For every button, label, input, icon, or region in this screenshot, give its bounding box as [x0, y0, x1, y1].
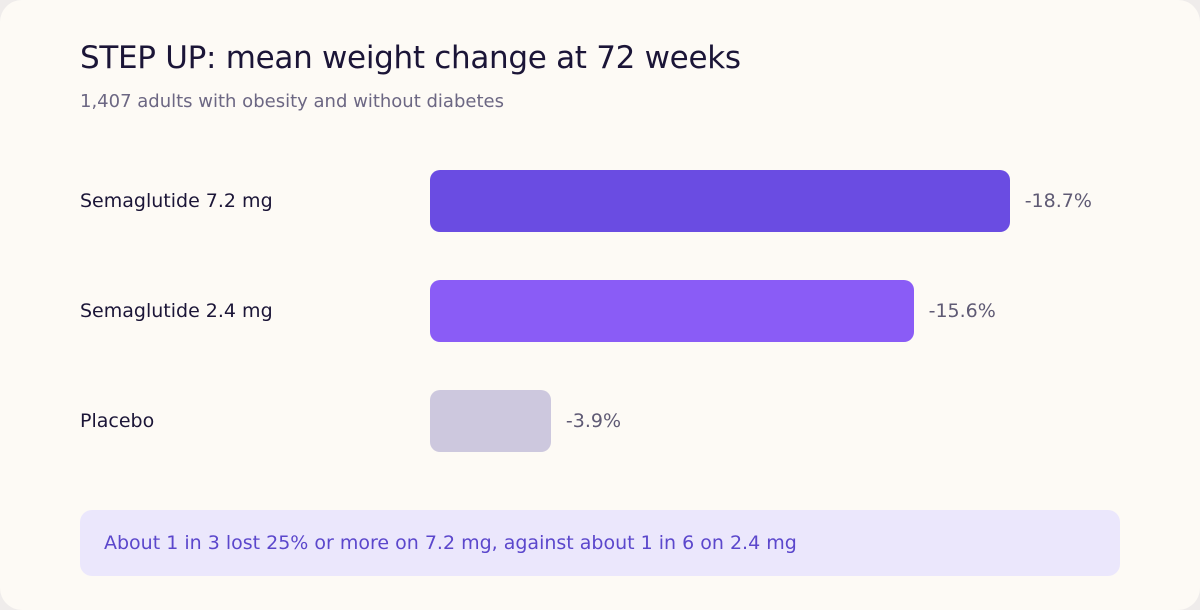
chart-subtitle: 1,407 adults with obesity and without di… — [80, 91, 504, 112]
value-label: -3.9% — [565, 410, 622, 432]
category-label: Placebo — [80, 410, 155, 432]
category-label: Semaglutide 2.4 mg — [80, 300, 273, 322]
bar — [430, 170, 1010, 232]
category-label: Semaglutide 7.2 mg — [80, 190, 273, 212]
chart-title: STEP UP: mean weight change at 72 weeks — [80, 40, 741, 76]
annotation-text: About 1 in 3 lost 25% or more on 7.2 mg,… — [104, 532, 797, 554]
value-label: -18.7% — [1024, 190, 1092, 212]
bar — [430, 390, 551, 452]
bar — [430, 280, 914, 342]
annotation-box: About 1 in 3 lost 25% or more on 7.2 mg,… — [80, 510, 1120, 576]
value-label: -15.6% — [928, 300, 996, 322]
